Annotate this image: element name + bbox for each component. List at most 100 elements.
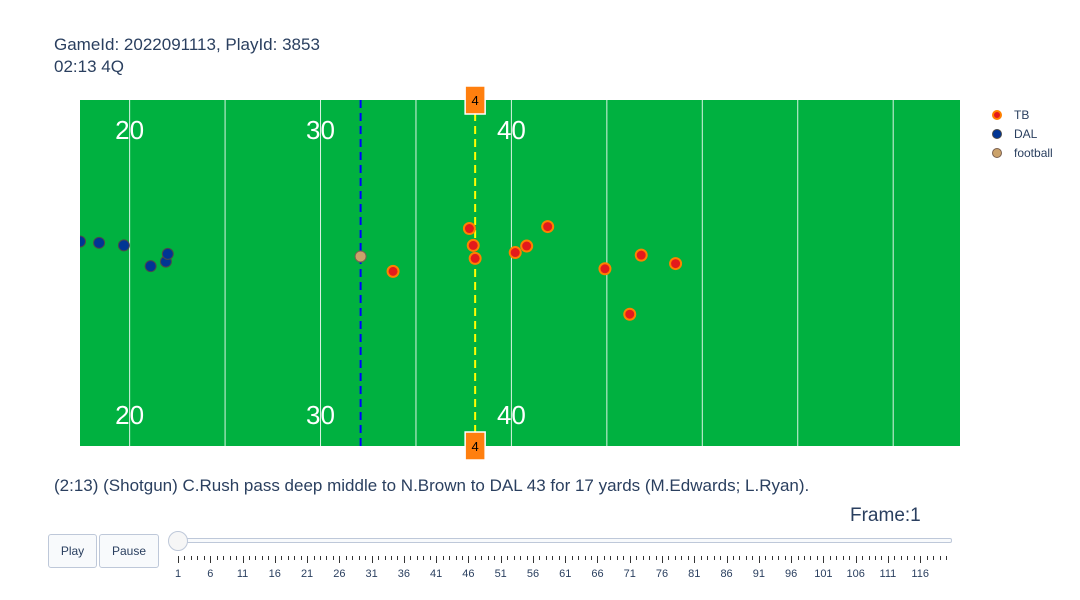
- slider-tick: [939, 556, 941, 560]
- down-marker-bottom-label: 4: [472, 439, 479, 454]
- slider-tick: [507, 556, 509, 560]
- slider-tick: [649, 556, 651, 560]
- legend-item-dal[interactable]: DAL: [988, 124, 1053, 143]
- slider-tick: [526, 556, 528, 560]
- slider-tick: [758, 556, 760, 563]
- slider-tick: [345, 556, 347, 560]
- slider-tick: [616, 556, 618, 560]
- slider-tick: [474, 556, 476, 560]
- slider-tick: [500, 556, 502, 563]
- slider-tick: [229, 556, 231, 560]
- slider-tick: [294, 556, 296, 560]
- slider-tick: [532, 556, 534, 563]
- legend-label-dal: DAL: [1014, 126, 1038, 141]
- slider-tick: [623, 556, 625, 560]
- slider-tick: [178, 556, 179, 563]
- yard-number-bottom: 20: [115, 400, 144, 430]
- slider-tick: [681, 556, 683, 560]
- player-point-tb: [466, 238, 480, 252]
- frame-slider-rail[interactable]: [180, 538, 952, 543]
- slider-tick: [397, 556, 399, 560]
- slider-tick-label: 41: [430, 568, 443, 580]
- slider-tick: [436, 556, 438, 563]
- slider-tick: [378, 556, 380, 560]
- player-point-tb: [462, 222, 476, 236]
- slider-tick-label: 111: [879, 568, 897, 580]
- frame-slider-handle[interactable]: [168, 531, 188, 551]
- legend-item-football[interactable]: football: [988, 143, 1053, 162]
- slider-tick-label: 101: [814, 568, 833, 580]
- player-point-dal: [93, 236, 106, 249]
- player-point-tb: [669, 257, 683, 271]
- slider-tick: [726, 556, 728, 563]
- slider-tick: [933, 556, 935, 560]
- slider-tick: [816, 556, 818, 560]
- down-marker-top-label: 4: [472, 93, 479, 108]
- player-point-dal: [117, 239, 130, 252]
- slider-tick: [449, 556, 451, 560]
- slider-tick: [881, 556, 883, 560]
- slider-tick: [642, 556, 644, 560]
- slider-tick: [545, 556, 547, 560]
- slider-tick: [319, 556, 321, 560]
- slider-tick: [552, 556, 554, 560]
- slider-tick-label: 76: [655, 568, 669, 580]
- slider-tick-label: 66: [591, 568, 604, 580]
- play-button[interactable]: Play: [48, 534, 97, 568]
- slider-tick: [287, 556, 289, 560]
- slider-tick: [326, 556, 328, 560]
- slider-tick: [261, 556, 263, 560]
- slider-tick: [655, 556, 657, 560]
- pause-button[interactable]: Pause: [99, 534, 159, 568]
- slider-tick-label: 26: [333, 568, 346, 580]
- slider-tick: [442, 556, 444, 560]
- slider-tick: [797, 556, 799, 560]
- slider-tick: [771, 556, 773, 560]
- slider-tick: [668, 556, 670, 560]
- slider-tick: [410, 556, 412, 560]
- slider-tick: [365, 556, 367, 560]
- slider-tick-label: 96: [784, 568, 798, 580]
- player-point-tb: [520, 239, 534, 253]
- slider-tick: [242, 556, 244, 563]
- legend-marker-football: [992, 147, 1002, 158]
- slider-tick: [875, 556, 876, 560]
- slider-tick: [810, 556, 812, 560]
- slider-tick: [461, 556, 463, 560]
- slider-tick: [745, 556, 747, 560]
- player-point-tb: [386, 264, 400, 278]
- slider-tick-label: 16: [268, 568, 281, 580]
- slider-tick: [416, 556, 418, 560]
- slider-tick: [539, 556, 541, 560]
- slider-tick: [481, 556, 483, 560]
- frame-slider-ticks: [0, 556, 1080, 566]
- slider-tick: [520, 556, 522, 560]
- slider-tick: [862, 556, 864, 560]
- slider-tick: [868, 556, 870, 560]
- slider-tick: [571, 556, 573, 560]
- slider-tick: [849, 556, 851, 560]
- slider-tick: [894, 556, 896, 560]
- slider-tick-label: 71: [623, 568, 636, 580]
- slider-tick-label: 6: [207, 568, 214, 580]
- slider-tick: [926, 556, 928, 560]
- legend-item-tb[interactable]: TB: [988, 105, 1053, 124]
- slider-tick: [700, 556, 702, 560]
- slider-tick: [804, 556, 806, 560]
- slider-tick: [733, 556, 735, 560]
- slider-tick: [248, 556, 250, 560]
- slider-tick: [203, 556, 205, 560]
- slider-tick: [403, 556, 405, 563]
- slider-tick: [720, 556, 722, 560]
- slider-tick-label: 86: [720, 568, 733, 580]
- slider-tick-label: 31: [365, 568, 378, 580]
- football-point: [354, 250, 367, 263]
- slider-tick-label: 46: [462, 568, 475, 580]
- slider-tick: [687, 556, 689, 560]
- slider-tick: [313, 556, 315, 560]
- slider-tick: [636, 556, 638, 560]
- slider-tick: [190, 556, 192, 560]
- slider-tick: [468, 556, 470, 563]
- slider-tick: [597, 556, 599, 563]
- legend-label-football: football: [1014, 145, 1053, 160]
